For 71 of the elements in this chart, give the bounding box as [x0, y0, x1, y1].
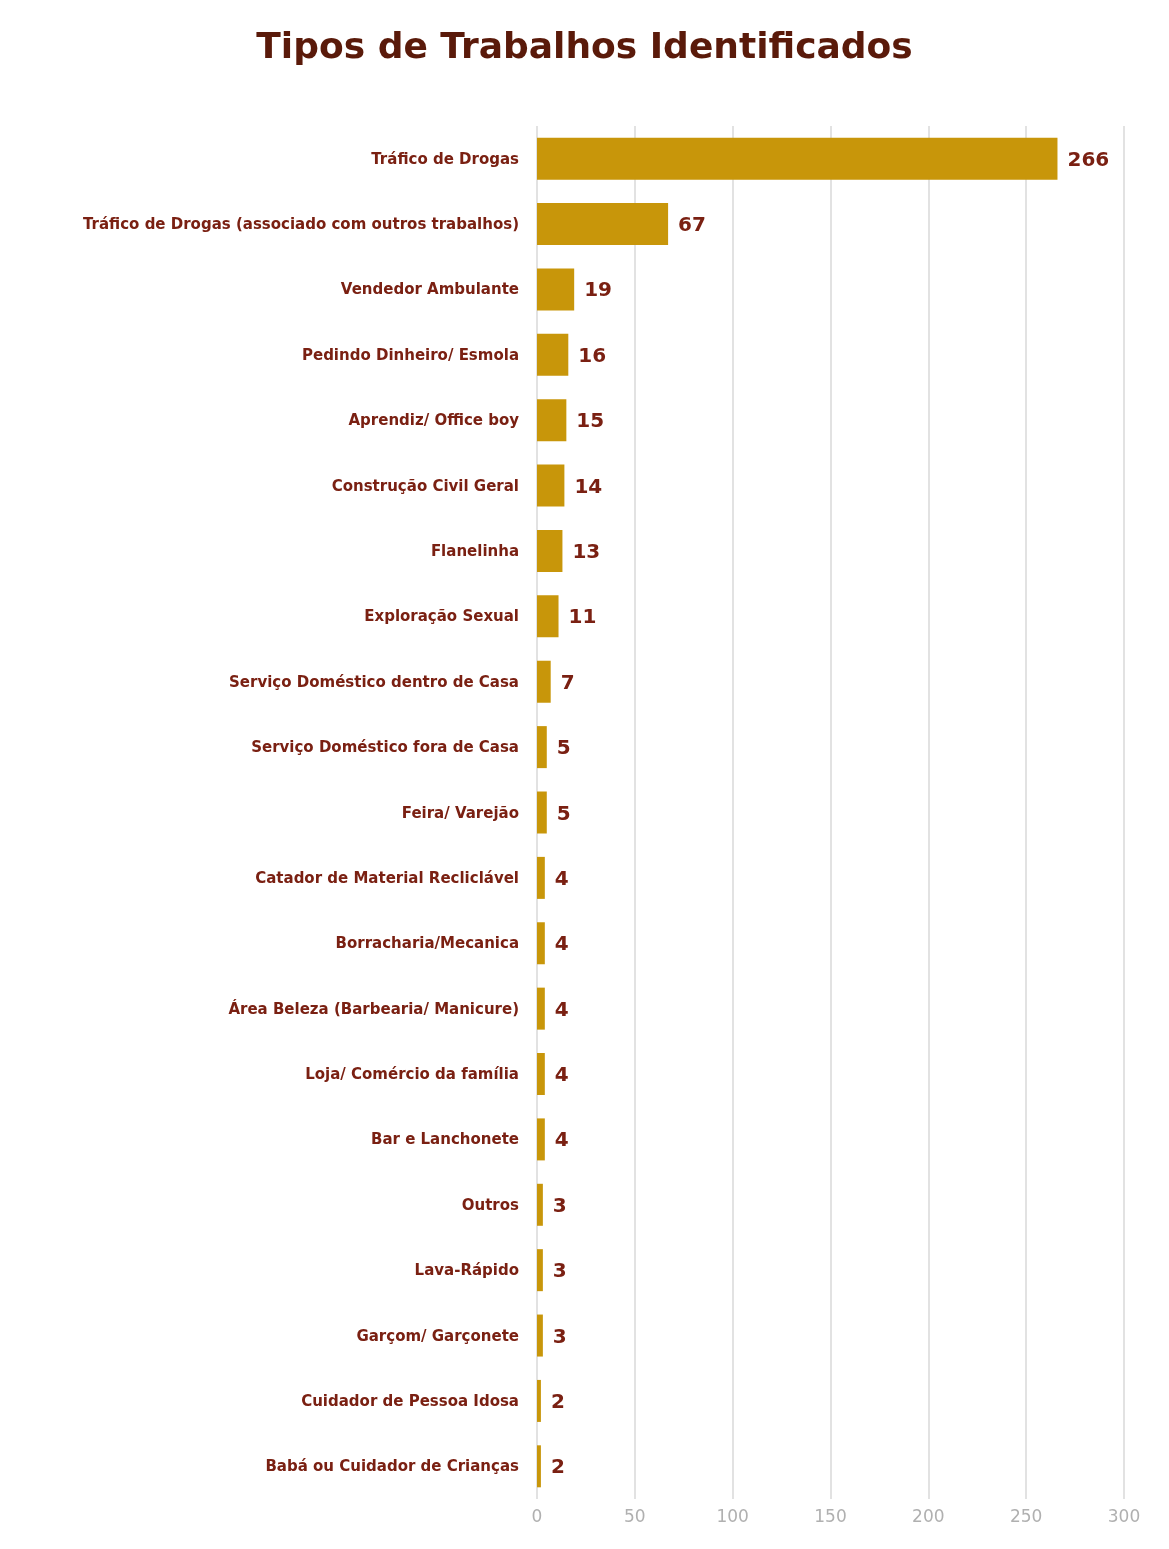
data-label: 3	[552, 1323, 567, 1348]
data-label: 4	[554, 931, 569, 956]
y-tick-label: Construção Civil Geral	[331, 476, 519, 495]
y-tick-label: Tráfico de Drogas	[371, 149, 520, 168]
x-tick-label: 0	[531, 1505, 543, 1526]
y-tick-label: Vendedor Ambulante	[340, 280, 519, 299]
chart-title: Tipos de Trabalhos Identificados	[256, 24, 913, 66]
bar	[537, 1053, 545, 1096]
bar	[537, 1183, 543, 1226]
data-label: 16	[578, 342, 607, 367]
data-label: 4	[554, 1127, 569, 1152]
y-tick-label: Área Beleza (Barbearia/ Manicure)	[228, 998, 519, 1018]
data-label: 2	[550, 1454, 565, 1479]
data-label: 2	[550, 1388, 565, 1413]
bar	[537, 137, 1058, 180]
y-tick-label: Cuidador de Pessoa Idosa	[301, 1391, 519, 1410]
data-label: 7	[560, 669, 575, 694]
y-tick-label: Serviço Doméstico dentro de Casa	[229, 672, 519, 691]
data-label: 4	[554, 1062, 569, 1087]
y-tick-label: Catador de Material Recliclável	[255, 868, 519, 887]
bar	[537, 1118, 545, 1161]
y-tick-label: Aprendiz/ Office boy	[348, 411, 520, 430]
y-tick-label: Bar e Lanchonete	[370, 1130, 519, 1149]
bar	[537, 922, 545, 965]
data-label: 3	[552, 1258, 567, 1283]
data-label: 14	[574, 473, 603, 498]
y-tick-label: Flanelinha	[430, 541, 519, 560]
y-tick-label: Loja/ Comércio da família	[305, 1065, 519, 1084]
y-tick-label: Pedindo Dinheiro/ Esmola	[301, 345, 519, 364]
data-label: 4	[554, 996, 569, 1021]
data-label: 11	[568, 604, 597, 629]
x-tick-label: 50	[624, 1505, 646, 1526]
bar	[537, 333, 569, 376]
bar	[537, 1445, 541, 1488]
bar	[537, 529, 563, 572]
y-tick-label: Outros	[461, 1195, 520, 1214]
y-tick-label: Lava-Rápido	[414, 1261, 519, 1280]
y-tick-label: Babá ou Cuidador de Crianças	[265, 1457, 520, 1476]
data-label: 67	[678, 212, 706, 237]
bar	[537, 595, 559, 638]
bar	[537, 464, 565, 507]
data-label: 15	[576, 408, 605, 433]
bar	[537, 399, 567, 442]
bar	[537, 1314, 543, 1357]
data-label: 266	[1067, 146, 1110, 171]
bar	[537, 203, 669, 246]
bar	[537, 726, 547, 769]
y-tick-label: Garçom/ Garçonete	[356, 1326, 519, 1345]
bar	[537, 268, 575, 311]
data-label: 4	[554, 865, 569, 890]
x-tick-label: 200	[912, 1505, 945, 1526]
x-tick-label: 150	[814, 1505, 847, 1526]
y-tick-label: Exploração Sexual	[364, 607, 519, 626]
y-tick-label: Serviço Doméstico fora de Casa	[251, 738, 519, 757]
bar	[537, 1249, 543, 1292]
bar	[537, 1379, 541, 1422]
bar	[537, 856, 545, 899]
data-label: 19	[584, 277, 613, 302]
y-tick-label: Borracharia/Mecanica	[335, 934, 519, 953]
x-tick-label: 100	[716, 1505, 749, 1526]
y-tick-label: Tráfico de Drogas (associado com outros trabalhos)	[82, 215, 519, 234]
bar	[537, 987, 545, 1030]
x-tick-label: 250	[1009, 1505, 1043, 1526]
y-tick-label: Feira/ Varejão	[401, 803, 519, 822]
data-label: 5	[556, 735, 571, 760]
x-tick-label: 300	[1107, 1505, 1141, 1526]
bar	[537, 791, 547, 834]
data-label: 13	[572, 538, 601, 563]
bar	[537, 660, 551, 703]
data-label: 5	[556, 800, 571, 825]
data-label: 3	[552, 1192, 567, 1217]
